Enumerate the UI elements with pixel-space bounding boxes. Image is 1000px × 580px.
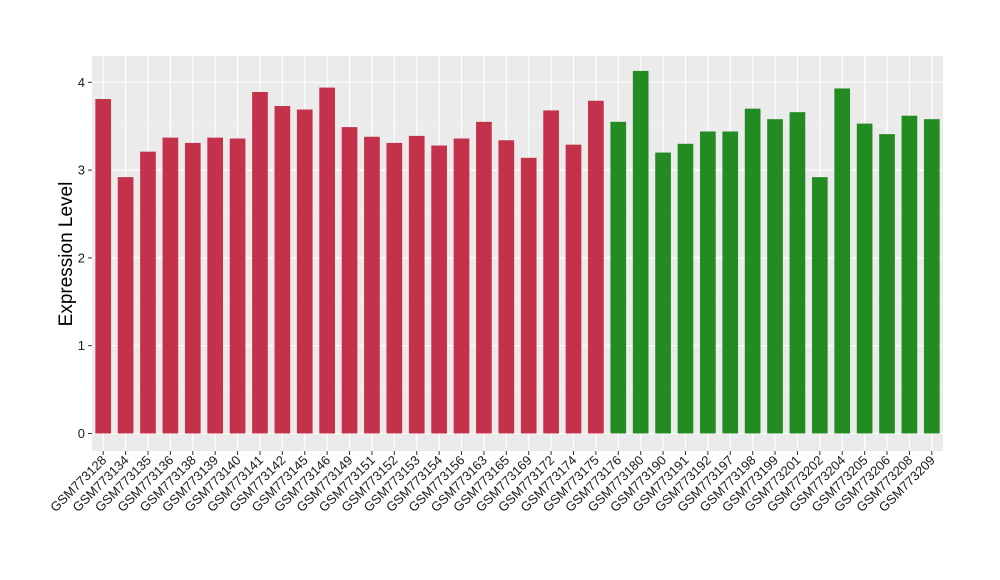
bar (476, 121, 492, 434)
bar (296, 109, 313, 434)
bar (431, 145, 447, 434)
bar (744, 108, 761, 434)
bar (700, 131, 716, 434)
bar (95, 99, 112, 434)
bar (229, 138, 246, 434)
bar (655, 152, 671, 434)
y-tick-label: 0 (78, 426, 85, 441)
bar (184, 142, 201, 434)
bar (632, 70, 649, 434)
bar (588, 100, 604, 434)
bar (117, 177, 134, 434)
bar (565, 144, 582, 434)
bar (498, 140, 515, 434)
y-tick-label: 2 (78, 250, 85, 265)
bar (319, 87, 335, 434)
bar (207, 137, 224, 434)
y-axis: 0 1 2 3 4 (78, 75, 92, 441)
bar (364, 136, 380, 434)
bar (252, 91, 268, 434)
bar (453, 138, 470, 434)
bar (162, 137, 179, 434)
bars (95, 70, 940, 434)
bar (543, 110, 559, 434)
bar (767, 119, 783, 434)
bar (811, 177, 828, 434)
bar (140, 151, 156, 434)
bar (520, 157, 537, 434)
bar (386, 142, 403, 434)
bar (789, 112, 806, 434)
x-axis: GSM773128GSM773134GSM773135GSM773136GSM7… (47, 451, 938, 515)
bar (677, 143, 694, 434)
y-tick-label: 1 (78, 338, 85, 353)
bar (274, 106, 291, 434)
bar (722, 131, 739, 434)
bar (834, 88, 851, 434)
bar (923, 119, 940, 434)
bar (879, 134, 895, 434)
bar (341, 127, 358, 434)
bar (856, 123, 873, 434)
y-tick-label: 3 (78, 163, 85, 178)
bar (408, 135, 425, 434)
y-axis-title: Expression Level (56, 182, 77, 327)
bar (901, 115, 918, 434)
y-tick-label: 4 (78, 75, 85, 90)
bar (610, 121, 627, 434)
